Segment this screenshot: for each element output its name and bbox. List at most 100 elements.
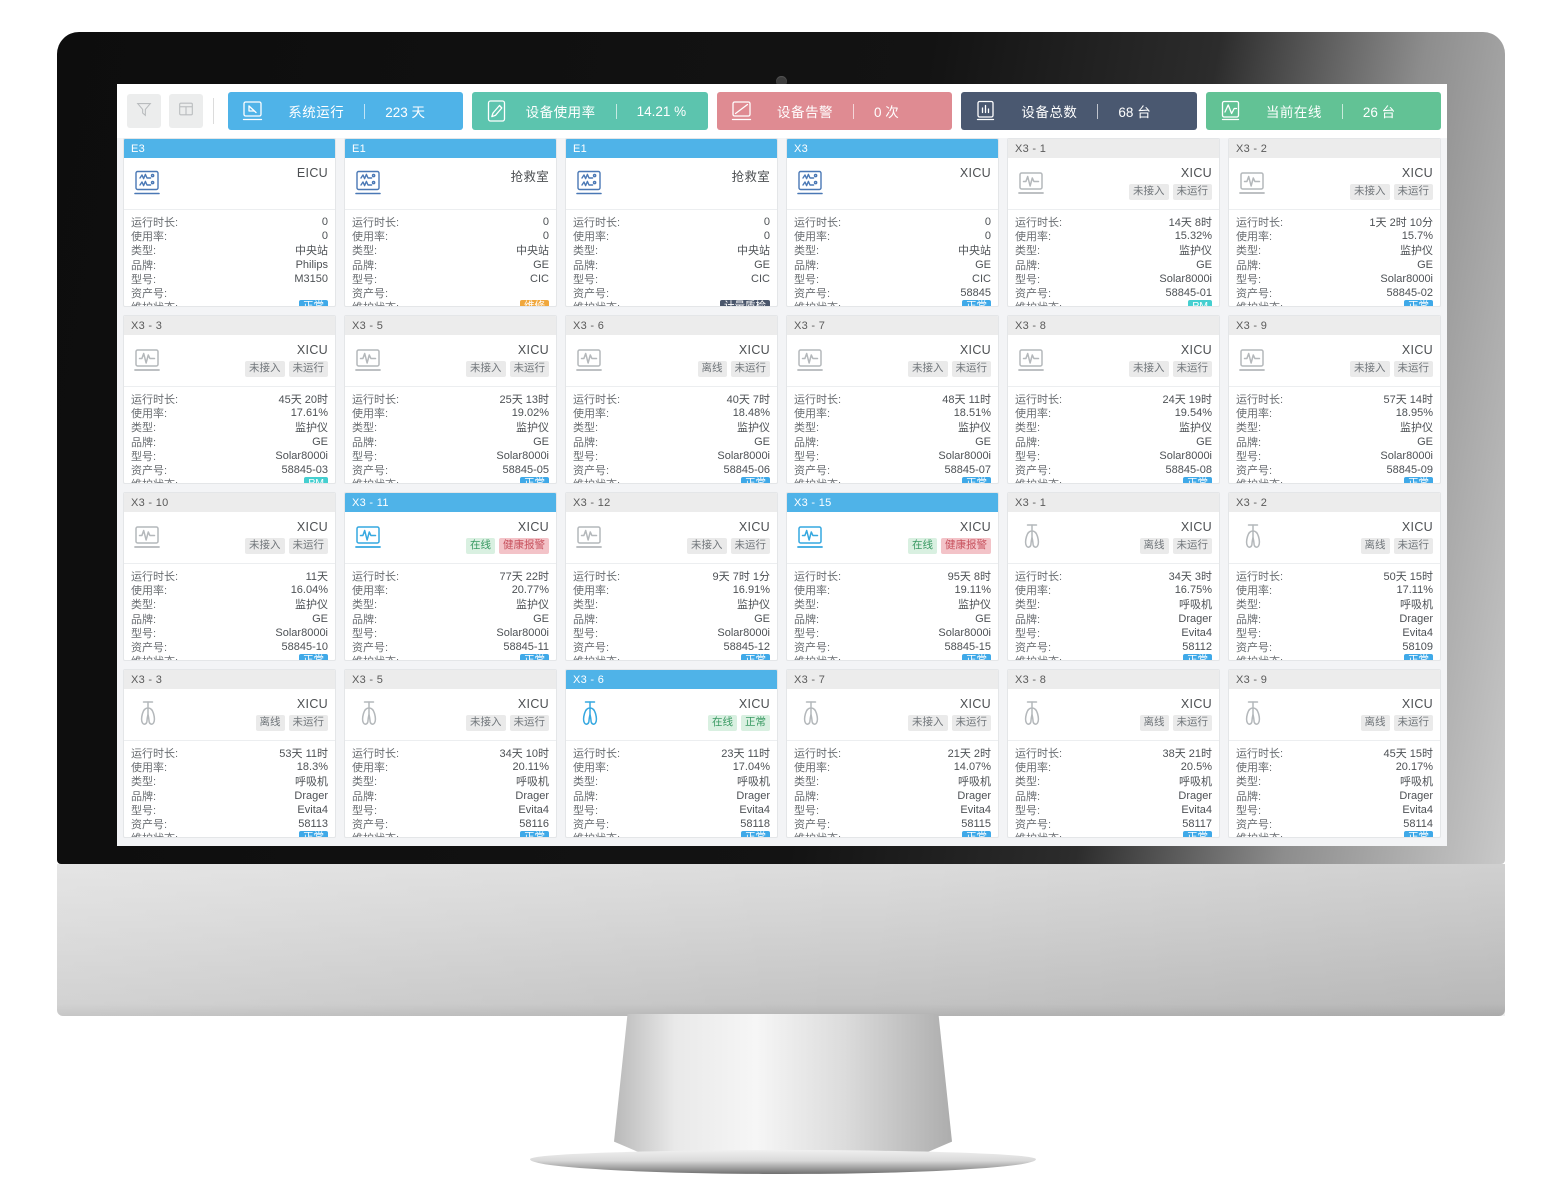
usage-row: 使用率: 0 xyxy=(131,229,328,243)
card-title: X3 - 1 xyxy=(1008,493,1219,512)
asset-value: 58845-07 xyxy=(944,464,992,477)
model-label: 型号: xyxy=(131,627,157,640)
usage-row: 使用率: 16.04% xyxy=(131,583,328,597)
status-chip: 正常 xyxy=(741,715,770,732)
brand-label: 品牌: xyxy=(131,436,157,449)
device-card[interactable]: X3 - 8 XICU 离线 未运行 运行时长: 38天 21时 使用率: 20.… xyxy=(1007,669,1220,838)
usage-row: 使用率: 18.3% xyxy=(131,760,328,774)
kpi-divider xyxy=(615,103,617,119)
asset-value: 58114 xyxy=(1403,818,1433,831)
maintenance-badge: PM xyxy=(1188,299,1212,306)
runtime-row: 运行时长: 53天 11时 xyxy=(131,746,328,760)
usage-label: 使用率: xyxy=(573,762,610,775)
runtime-label: 运行时长: xyxy=(794,394,842,407)
brand-label: 品牌: xyxy=(1015,613,1041,626)
maintenance-row: 维护状态: 正常 xyxy=(131,830,328,837)
maintenance-badge: 正常 xyxy=(962,653,991,660)
brand-row: 品牌: GE xyxy=(131,612,328,626)
model-row: 型号: CIC xyxy=(794,272,991,286)
layout-button[interactable] xyxy=(169,94,203,128)
device-card[interactable]: E1 抢救室 运行时长: 0 使用率: 0 xyxy=(565,138,778,307)
kpi-1[interactable]: 系统运行 223 天 xyxy=(228,92,464,130)
brand-row: 品牌: Drager xyxy=(1236,789,1433,803)
type-value: 监护仪 xyxy=(1179,245,1212,258)
card-title: E1 xyxy=(345,139,556,158)
device-card[interactable]: X3 - 5 XICU 未接入 未运行 运行时长: 34天 10时 使用率: 20… xyxy=(344,669,557,838)
type-value: 呼吸机 xyxy=(295,776,328,789)
usage-label: 使用率: xyxy=(352,762,389,775)
device-card[interactable]: X3 - 6 XICU 在线 正常 运行时长: 23天 11时 使用率: 17.0… xyxy=(565,669,778,838)
runtime-row: 运行时长: 25天 13时 xyxy=(352,392,549,406)
status-chip: 离线 xyxy=(1360,538,1390,555)
card-grid-scroll[interactable]: E3 EICU 运行时长: 0 使用率: 0 xyxy=(117,138,1447,846)
device-card[interactable]: X3 - 12 XICU 未接入 未运行 运行时长: 9天 7时 1分 使用率: … xyxy=(565,492,778,661)
model-row: 型号: Evita4 xyxy=(1015,803,1212,817)
status-chip: 在线 xyxy=(466,538,495,555)
model-row: 型号: Evita4 xyxy=(1015,626,1212,640)
device-card[interactable]: X3 - 1 XICU 未接入 未运行 运行时长: 14天 8时 使用率: 15.… xyxy=(1007,138,1220,307)
asset-value: 58845-08 xyxy=(1165,464,1213,477)
runtime-row: 运行时长: 50天 15时 xyxy=(1236,569,1433,583)
maintenance-row: 维护状态: 正常 xyxy=(794,830,991,837)
kpi-3[interactable]: 设备告警 0 次 xyxy=(716,92,953,130)
usage-label: 使用率: xyxy=(794,408,831,421)
device-card[interactable]: X3 - 7 XICU 未接入 未运行 运行时长: 21天 2时 使用率: 14.… xyxy=(786,669,999,838)
department-label: XICU xyxy=(296,343,328,357)
device-card[interactable]: X3 - 1 XICU 离线 未运行 运行时长: 34天 3时 使用率: 16.7… xyxy=(1007,492,1220,661)
card-summary: XICU 未接入 未运行 xyxy=(1229,158,1440,210)
ventilator-icon xyxy=(352,697,386,731)
device-card[interactable]: X3 - 7 XICU 未接入 未运行 运行时长: 48天 11时 使用率: 18… xyxy=(786,315,999,484)
status-chips: 未接入 未运行 xyxy=(687,538,770,555)
device-card[interactable]: X3 - 6 XICU 离线 未运行 运行时长: 40天 7时 使用率: 18.4… xyxy=(565,315,778,484)
card-summary: XICU 未接入 未运行 xyxy=(345,689,556,741)
runtime-value: 50天 15时 xyxy=(1383,571,1433,584)
runtime-value: 45天 20时 xyxy=(278,394,328,407)
device-card[interactable]: X3 - 5 XICU 未接入 未运行 运行时长: 25天 13时 使用率: 19… xyxy=(344,315,557,484)
usage-label: 使用率: xyxy=(352,231,389,244)
device-card[interactable]: X3 - 8 XICU 未接入 未运行 运行时长: 24天 19时 使用率: 19… xyxy=(1007,315,1220,484)
maintenance-badge: 计量质检 xyxy=(720,299,770,306)
model-row: 型号: Evita4 xyxy=(1236,626,1433,640)
device-card[interactable]: X3 - 9 XICU 未接入 未运行 运行时长: 57天 14时 使用率: 18… xyxy=(1228,315,1441,484)
asset-label: 资产号: xyxy=(131,288,168,301)
asset-label: 资产号: xyxy=(131,642,168,655)
device-card[interactable]: X3 - 10 XICU 未接入 未运行 运行时长: 11天 使用率: 16.04… xyxy=(123,492,336,661)
device-card[interactable]: E1 抢救室 运行时长: 0 使用率: 0 xyxy=(344,138,557,307)
device-card[interactable]: X3 - 15 XICU 在线 健康报警 运行时长: 95天 8时 使用率: 19… xyxy=(786,492,999,661)
card-details: 运行时长: 34天 10时 使用率: 20.11% 类型: 呼吸机 品牌: Dr… xyxy=(345,741,556,837)
type-row: 类型: 中央站 xyxy=(131,243,328,257)
device-card[interactable]: X3 - 2 XICU 离线 未运行 运行时长: 50天 15时 使用率: 17.… xyxy=(1228,492,1441,661)
status-chip: 未运行 xyxy=(509,715,549,732)
maintenance-row: 维护状态: 计量质检 xyxy=(573,299,770,306)
device-card[interactable]: X3 - 9 XICU 离线 未运行 运行时长: 45天 15时 使用率: 20.… xyxy=(1228,669,1441,838)
type-label: 类型: xyxy=(1236,245,1262,258)
status-chips: 离线 未运行 xyxy=(1360,715,1433,732)
kpi-2[interactable]: 设备使用率 14.21 % xyxy=(472,92,708,130)
kpi-label: 设备使用率 xyxy=(525,105,596,120)
card-status-group: XICU 在线 正常 xyxy=(708,695,770,732)
maintenance-label: 维护状态: xyxy=(573,476,620,483)
model-row: 型号: Solar8000i xyxy=(1015,449,1212,463)
kpi-4[interactable]: 设备总数 68 台 xyxy=(961,92,1197,130)
filter-button[interactable] xyxy=(127,94,161,128)
kpi-value: 68 台 xyxy=(1118,105,1151,120)
device-card[interactable]: X3 - 2 XICU 未接入 未运行 运行时长: 1天 2时 10分 使用率: … xyxy=(1228,138,1441,307)
usage-row: 使用率: 19.54% xyxy=(1015,406,1212,420)
card-summary: XICU 离线 未运行 xyxy=(566,335,777,387)
ventilator-icon xyxy=(1015,520,1049,554)
type-label: 类型: xyxy=(1015,245,1041,258)
maintenance-badge: 维修 xyxy=(520,299,549,306)
model-label: 型号: xyxy=(1015,273,1041,286)
device-card[interactable]: X3 - 3 XICU 离线 未运行 运行时长: 53天 11时 使用率: 18.… xyxy=(123,669,336,838)
monitor-icon xyxy=(1015,343,1049,377)
device-card[interactable]: X3 XICU 运行时长: 0 使用率: 0 xyxy=(786,138,999,307)
usage-value: 17.61% xyxy=(290,407,328,420)
kpi-5[interactable]: 当前在线 26 台 xyxy=(1205,92,1442,130)
kpi-body: 系统运行 223 天 xyxy=(268,101,463,121)
device-card-grid: E3 EICU 运行时长: 0 使用率: 0 xyxy=(123,138,1441,838)
device-card[interactable]: E3 EICU 运行时长: 0 使用率: 0 xyxy=(123,138,336,307)
device-card[interactable]: X3 - 11 XICU 在线 健康报警 运行时长: 77天 22时 使用率: 2… xyxy=(344,492,557,661)
device-card[interactable]: X3 - 3 XICU 未接入 未运行 运行时长: 45天 20时 使用率: 17… xyxy=(123,315,336,484)
department-label: XICU xyxy=(1180,166,1212,180)
maintenance-row: 维护状态: 正常 xyxy=(352,476,549,483)
